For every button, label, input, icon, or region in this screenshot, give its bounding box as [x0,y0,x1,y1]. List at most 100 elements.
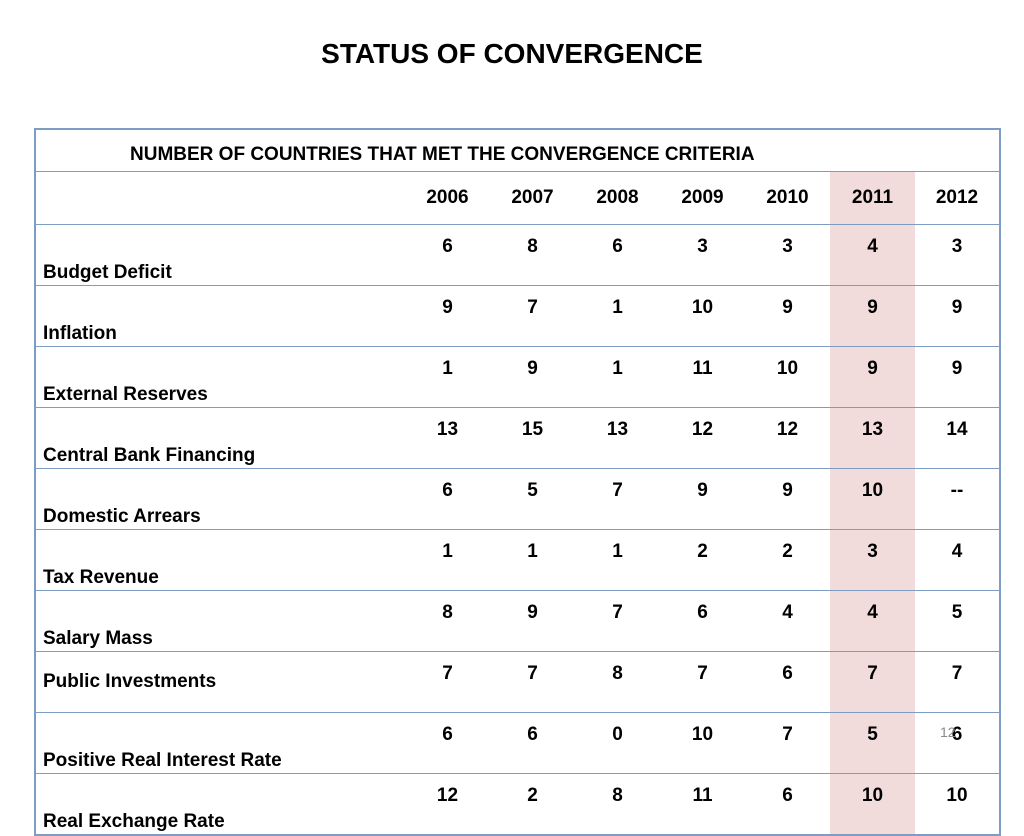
table-cell: 9 [745,285,830,347]
table-cell: 8 [575,773,660,835]
table-row: Central Bank Financing 13 15 13 12 12 13 14 [35,407,1000,469]
table-cell: 4 [830,224,915,286]
table-cell: 6 [575,224,660,286]
table-cell: 15 [490,407,575,469]
table-cell: 6 [405,224,490,286]
table-cell: 6 [915,712,1000,774]
table-cell: 7 [405,651,490,713]
table-row: Public Investments 7 7 8 7 6 7 7 [35,651,1000,713]
table-row: Budget Deficit 6 8 6 3 3 4 3 [35,224,1000,286]
table-cell: 14 [915,407,1000,469]
year-header: 2010 [745,171,830,225]
table-cell: 13 [575,407,660,469]
table-cell: 10 [830,468,915,530]
table-cell: 9 [490,590,575,652]
table-cell: 11 [660,773,745,835]
table-cell: 6 [405,468,490,530]
table-cell: 9 [830,285,915,347]
row-label: External Reserves [35,346,405,408]
table-cell: 6 [745,651,830,713]
table-cell: 1 [575,346,660,408]
table-cell: 7 [490,651,575,713]
table-caption-text: NUMBER OF COUNTRIES THAT MET THE CONVERG… [130,143,755,165]
table-cell: 9 [660,468,745,530]
year-header: 2012 [915,171,1000,225]
table-cell: 9 [405,285,490,347]
table-cell: 7 [660,651,745,713]
page-number: 12 [940,724,956,740]
table-cell: 3 [660,224,745,286]
table-cell: 10 [915,773,1000,835]
table-cell: 6 [490,712,575,774]
year-header: 2009 [660,171,745,225]
row-label: Salary Mass [35,590,405,652]
table-cell: 7 [915,651,1000,713]
row-label: Domestic Arrears [35,468,405,530]
table-cell: 8 [575,651,660,713]
row-label: Central Bank Financing [35,407,405,469]
table-cell: 5 [915,590,1000,652]
table-cell: 4 [915,529,1000,591]
table-cell: 6 [405,712,490,774]
table-cell: 7 [745,712,830,774]
table-cell: 2 [660,529,745,591]
table-cell: 1 [405,346,490,408]
table-cell: 10 [660,712,745,774]
year-header: 2006 [405,171,490,225]
table-cell: 10 [660,285,745,347]
row-label: Budget Deficit [35,224,405,286]
slide-title: STATUS OF CONVERGENCE [321,38,703,69]
year-header-highlighted: 2011 [830,171,915,225]
table-cell: 12 [660,407,745,469]
table-cell: 5 [490,468,575,530]
table-cell: 1 [490,529,575,591]
year-header-row: 2006 2007 2008 2009 2010 2011 2012 [35,171,1000,225]
year-header: 2007 [490,171,575,225]
table-cell: 8 [405,590,490,652]
table-cell: 1 [575,529,660,591]
table-cell: 13 [405,407,490,469]
table-cell: 13 [830,407,915,469]
table-cell: 4 [830,590,915,652]
table-caption: NUMBER OF COUNTRIES THAT MET THE CONVERG… [35,128,1000,172]
table-cell: 2 [490,773,575,835]
year-header: 2008 [575,171,660,225]
table-cell: 7 [575,590,660,652]
table-row: Domestic Arrears 6 5 7 9 9 10 -- [35,468,1000,530]
table-cell: 2 [745,529,830,591]
table-cell: 9 [915,346,1000,408]
table-cell: 3 [915,224,1000,286]
table-cell: 3 [830,529,915,591]
table-cell: 7 [575,468,660,530]
table-cell: 7 [830,651,915,713]
table-row: Positive Real Interest Rate 6 6 0 10 7 5 6 [35,712,1000,774]
table-cell: 1 [405,529,490,591]
table-row: Salary Mass 8 9 7 6 4 4 5 [35,590,1000,652]
table-row: Inflation 9 7 1 10 9 9 9 [35,285,1000,347]
table-cell: 10 [745,346,830,408]
table-cell: -- [915,468,1000,530]
table-cell: 10 [830,773,915,835]
row-label: Tax Revenue [35,529,405,591]
table-cell: 1 [575,285,660,347]
table-row: Tax Revenue 1 1 1 2 2 3 4 [35,529,1000,591]
table-cell: 11 [660,346,745,408]
row-label: Positive Real Interest Rate [35,712,405,774]
table-caption-row: NUMBER OF COUNTRIES THAT MET THE CONVERG… [35,128,1000,172]
table-row: External Reserves 1 9 1 11 10 9 9 [35,346,1000,408]
table-cell: 9 [490,346,575,408]
table-cell: 9 [915,285,1000,347]
table-row: Real Exchange Rate 12 2 8 11 6 10 10 [35,773,1000,835]
row-label: Real Exchange Rate [35,773,405,835]
table-cell: 12 [405,773,490,835]
year-header-blank [35,171,405,225]
row-label: Inflation [35,285,405,347]
table-cell: 4 [745,590,830,652]
row-label: Public Investments [35,651,405,713]
table-cell: 6 [745,773,830,835]
table-cell: 9 [745,468,830,530]
table-cell: 7 [490,285,575,347]
convergence-table: NUMBER OF COUNTRIES THAT MET THE CONVERG… [34,128,1001,836]
table-cell: 6 [660,590,745,652]
table-cell: 12 [745,407,830,469]
